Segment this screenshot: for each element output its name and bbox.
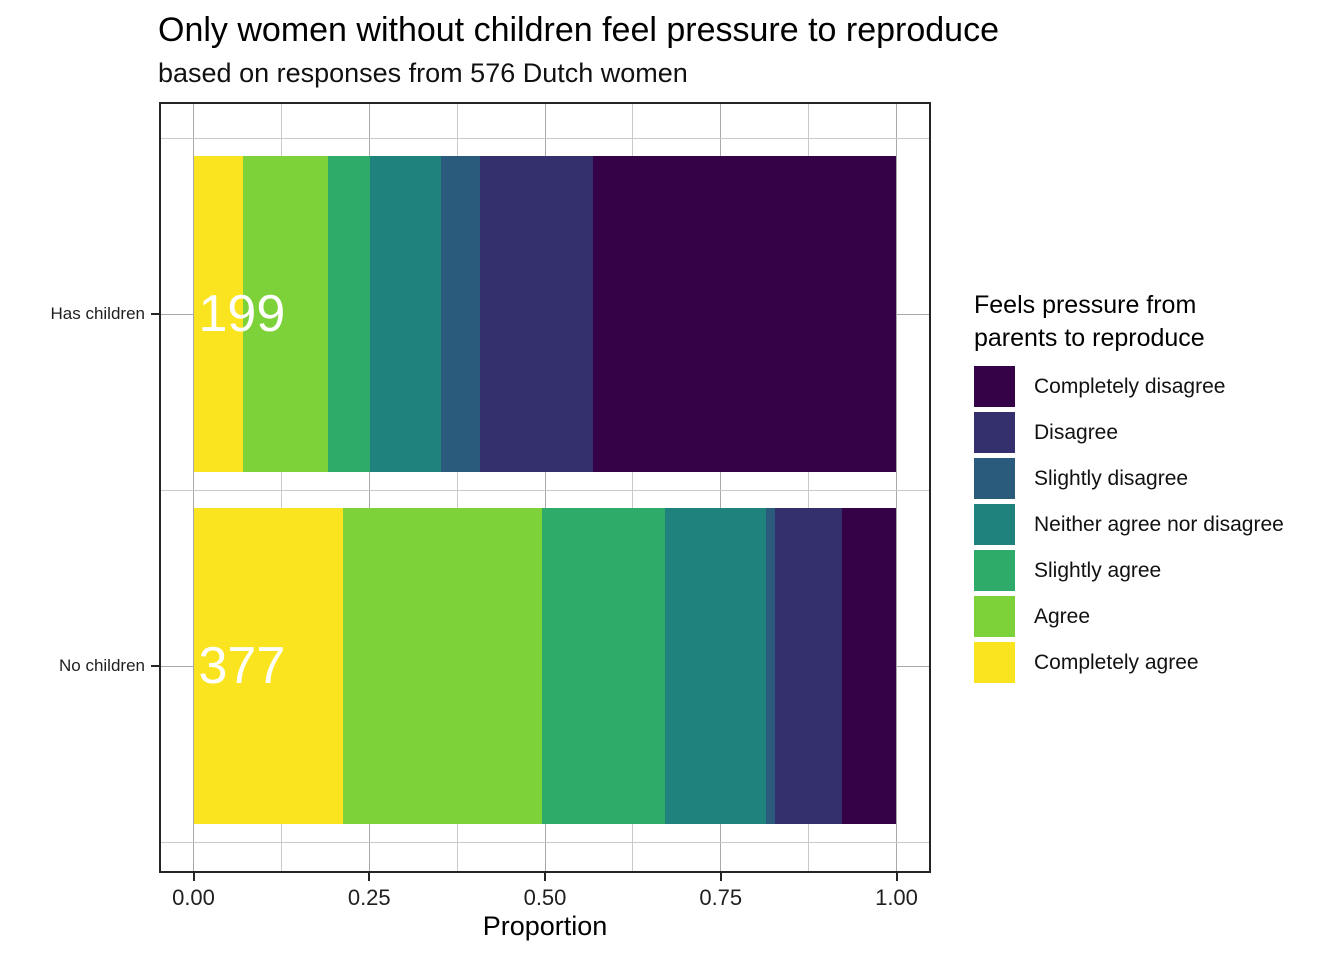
- segment-slightly-agree: [542, 508, 666, 824]
- segment-disagree: [775, 508, 843, 824]
- gridline-vertical-minor: [808, 102, 810, 873]
- x-tick-label: 0.75: [699, 885, 743, 910]
- gridline-vertical-major: [896, 102, 897, 873]
- legend-items: Completely disagree Disagree Slightly disa…: [974, 366, 1284, 688]
- legend-item: Completely disagree: [974, 366, 1284, 407]
- legend-item: Slightly agree: [974, 550, 1284, 591]
- segment-slightly-agree: [327, 156, 371, 472]
- x-tick: [719, 873, 722, 881]
- legend-item-label: Neither agree nor disagree: [1034, 512, 1284, 536]
- legend-swatch-slightly-disagree: [974, 458, 1015, 499]
- segment-agree: [342, 508, 543, 824]
- segment-completely-agree: [193, 508, 343, 824]
- legend-item: Neither agree nor disagree: [974, 504, 1284, 545]
- legend-swatch-agree: [974, 596, 1015, 637]
- segment-agree: [242, 156, 328, 472]
- legend-item-label: Completely disagree: [1034, 374, 1226, 398]
- y-axis-category-label: Has children: [50, 304, 146, 323]
- bar-count-label: 377: [198, 637, 286, 695]
- segment-completely-disagree: [592, 156, 897, 472]
- gridline-vertical-major: [368, 102, 370, 873]
- bar-no-children: 377: [193, 508, 897, 824]
- y-tick: [151, 313, 159, 315]
- segment-neither-agree-nor-disagree: [370, 156, 441, 472]
- legend-swatch-completely-disagree: [974, 366, 1015, 407]
- segment-slightly-disagree: [765, 508, 776, 824]
- legend-swatch-disagree: [974, 412, 1015, 453]
- chart-subtitle: based on responses from 576 Dutch women: [158, 58, 688, 88]
- chart-title: Only women without children feel pressur…: [158, 11, 999, 49]
- legend-swatch-completely-agree: [974, 642, 1015, 683]
- x-tick: [544, 873, 546, 881]
- segment-completely-disagree: [842, 508, 897, 824]
- legend-item: Disagree: [974, 412, 1284, 453]
- gridline-horizontal-minor: [159, 841, 931, 843]
- legend-swatch-slightly-agree: [974, 550, 1015, 591]
- gridline-horizontal-minor: [159, 489, 931, 491]
- gridline-vertical-major: [544, 102, 546, 873]
- legend-item: Slightly disagree: [974, 458, 1284, 499]
- gridline-vertical-minor: [456, 102, 458, 873]
- gridline-vertical-major: [720, 102, 722, 873]
- x-tick-label: 1.00: [875, 885, 918, 910]
- x-tick-label: 0.50: [523, 885, 567, 910]
- gridline-vertical-minor: [280, 102, 282, 873]
- legend-item: Completely agree: [974, 642, 1284, 683]
- legend-item-label: Agree: [1034, 604, 1091, 628]
- y-tick: [151, 665, 159, 667]
- x-tick: [895, 873, 898, 881]
- gridline-vertical-major: [193, 102, 194, 873]
- x-tick-label: 0.00: [172, 885, 215, 910]
- plot-panel: 199 377: [159, 102, 931, 873]
- bar-count-label: 199: [198, 285, 286, 343]
- legend-swatch-neither-agree-nor-disagree: [974, 504, 1015, 545]
- x-tick: [192, 873, 195, 881]
- legend-item-label: Slightly agree: [1034, 558, 1162, 582]
- x-axis-title: Proportion: [482, 911, 608, 941]
- legend-title: Feels pressure from parents to reproduce: [974, 291, 1205, 352]
- bar-has-children: 199: [193, 156, 897, 472]
- gridline-horizontal-minor: [159, 137, 931, 139]
- legend-item-label: Slightly disagree: [1034, 466, 1189, 490]
- x-tick: [368, 873, 371, 881]
- segment-disagree: [479, 156, 593, 472]
- legend-item-label: Disagree: [1034, 420, 1119, 444]
- legend-item-label: Completely agree: [1034, 650, 1199, 674]
- legend-item: Agree: [974, 596, 1284, 637]
- segment-neither-agree-nor-disagree: [665, 508, 766, 824]
- gridline-vertical-minor: [632, 102, 634, 873]
- segment-slightly-disagree: [440, 156, 480, 472]
- y-axis-category-label: No children: [59, 656, 145, 675]
- segment-completely-agree: [193, 156, 243, 472]
- x-tick-label: 0.25: [347, 885, 391, 910]
